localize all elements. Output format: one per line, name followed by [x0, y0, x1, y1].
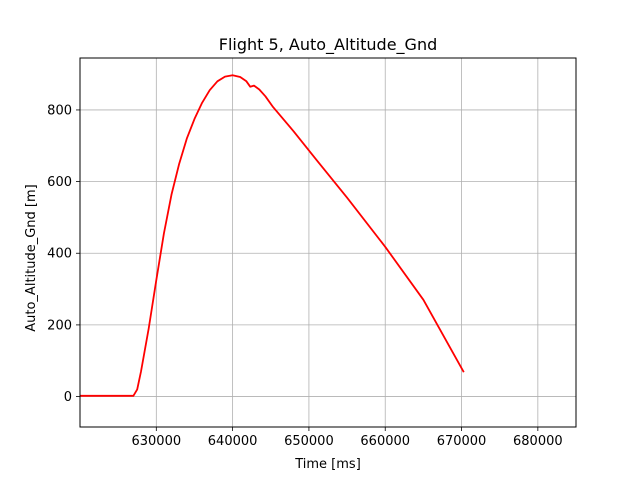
x-axis-label: Time [ms]: [294, 457, 361, 472]
x-tick-label: 670000: [437, 434, 487, 449]
series-line-0: [80, 74, 465, 397]
y-tick-label: 0: [64, 390, 72, 405]
y-tick-label: 800: [47, 103, 72, 118]
axis-ticks: 630000 640000 650000 660000 670000 680000 0 200…: [47, 103, 562, 449]
y-axis-label: Auto_Altitude_Gnd [m]: [24, 184, 39, 332]
x-tick-label: 680000: [513, 434, 563, 449]
plot-frame: [79, 57, 577, 428]
x-tick-label: 660000: [360, 434, 410, 449]
y-tick-label: 400: [47, 247, 72, 262]
x-tick-label: 650000: [284, 434, 334, 449]
grid-lines: [80, 58, 576, 427]
y-tick-label: 200: [47, 318, 72, 333]
y-tick-label: 600: [47, 175, 72, 190]
chart-title: Flight 5, Auto_Altitude_Gnd: [219, 35, 437, 55]
x-tick-label: 630000: [131, 434, 181, 449]
x-tick-label: 640000: [208, 434, 258, 449]
series-layer: [80, 74, 465, 397]
